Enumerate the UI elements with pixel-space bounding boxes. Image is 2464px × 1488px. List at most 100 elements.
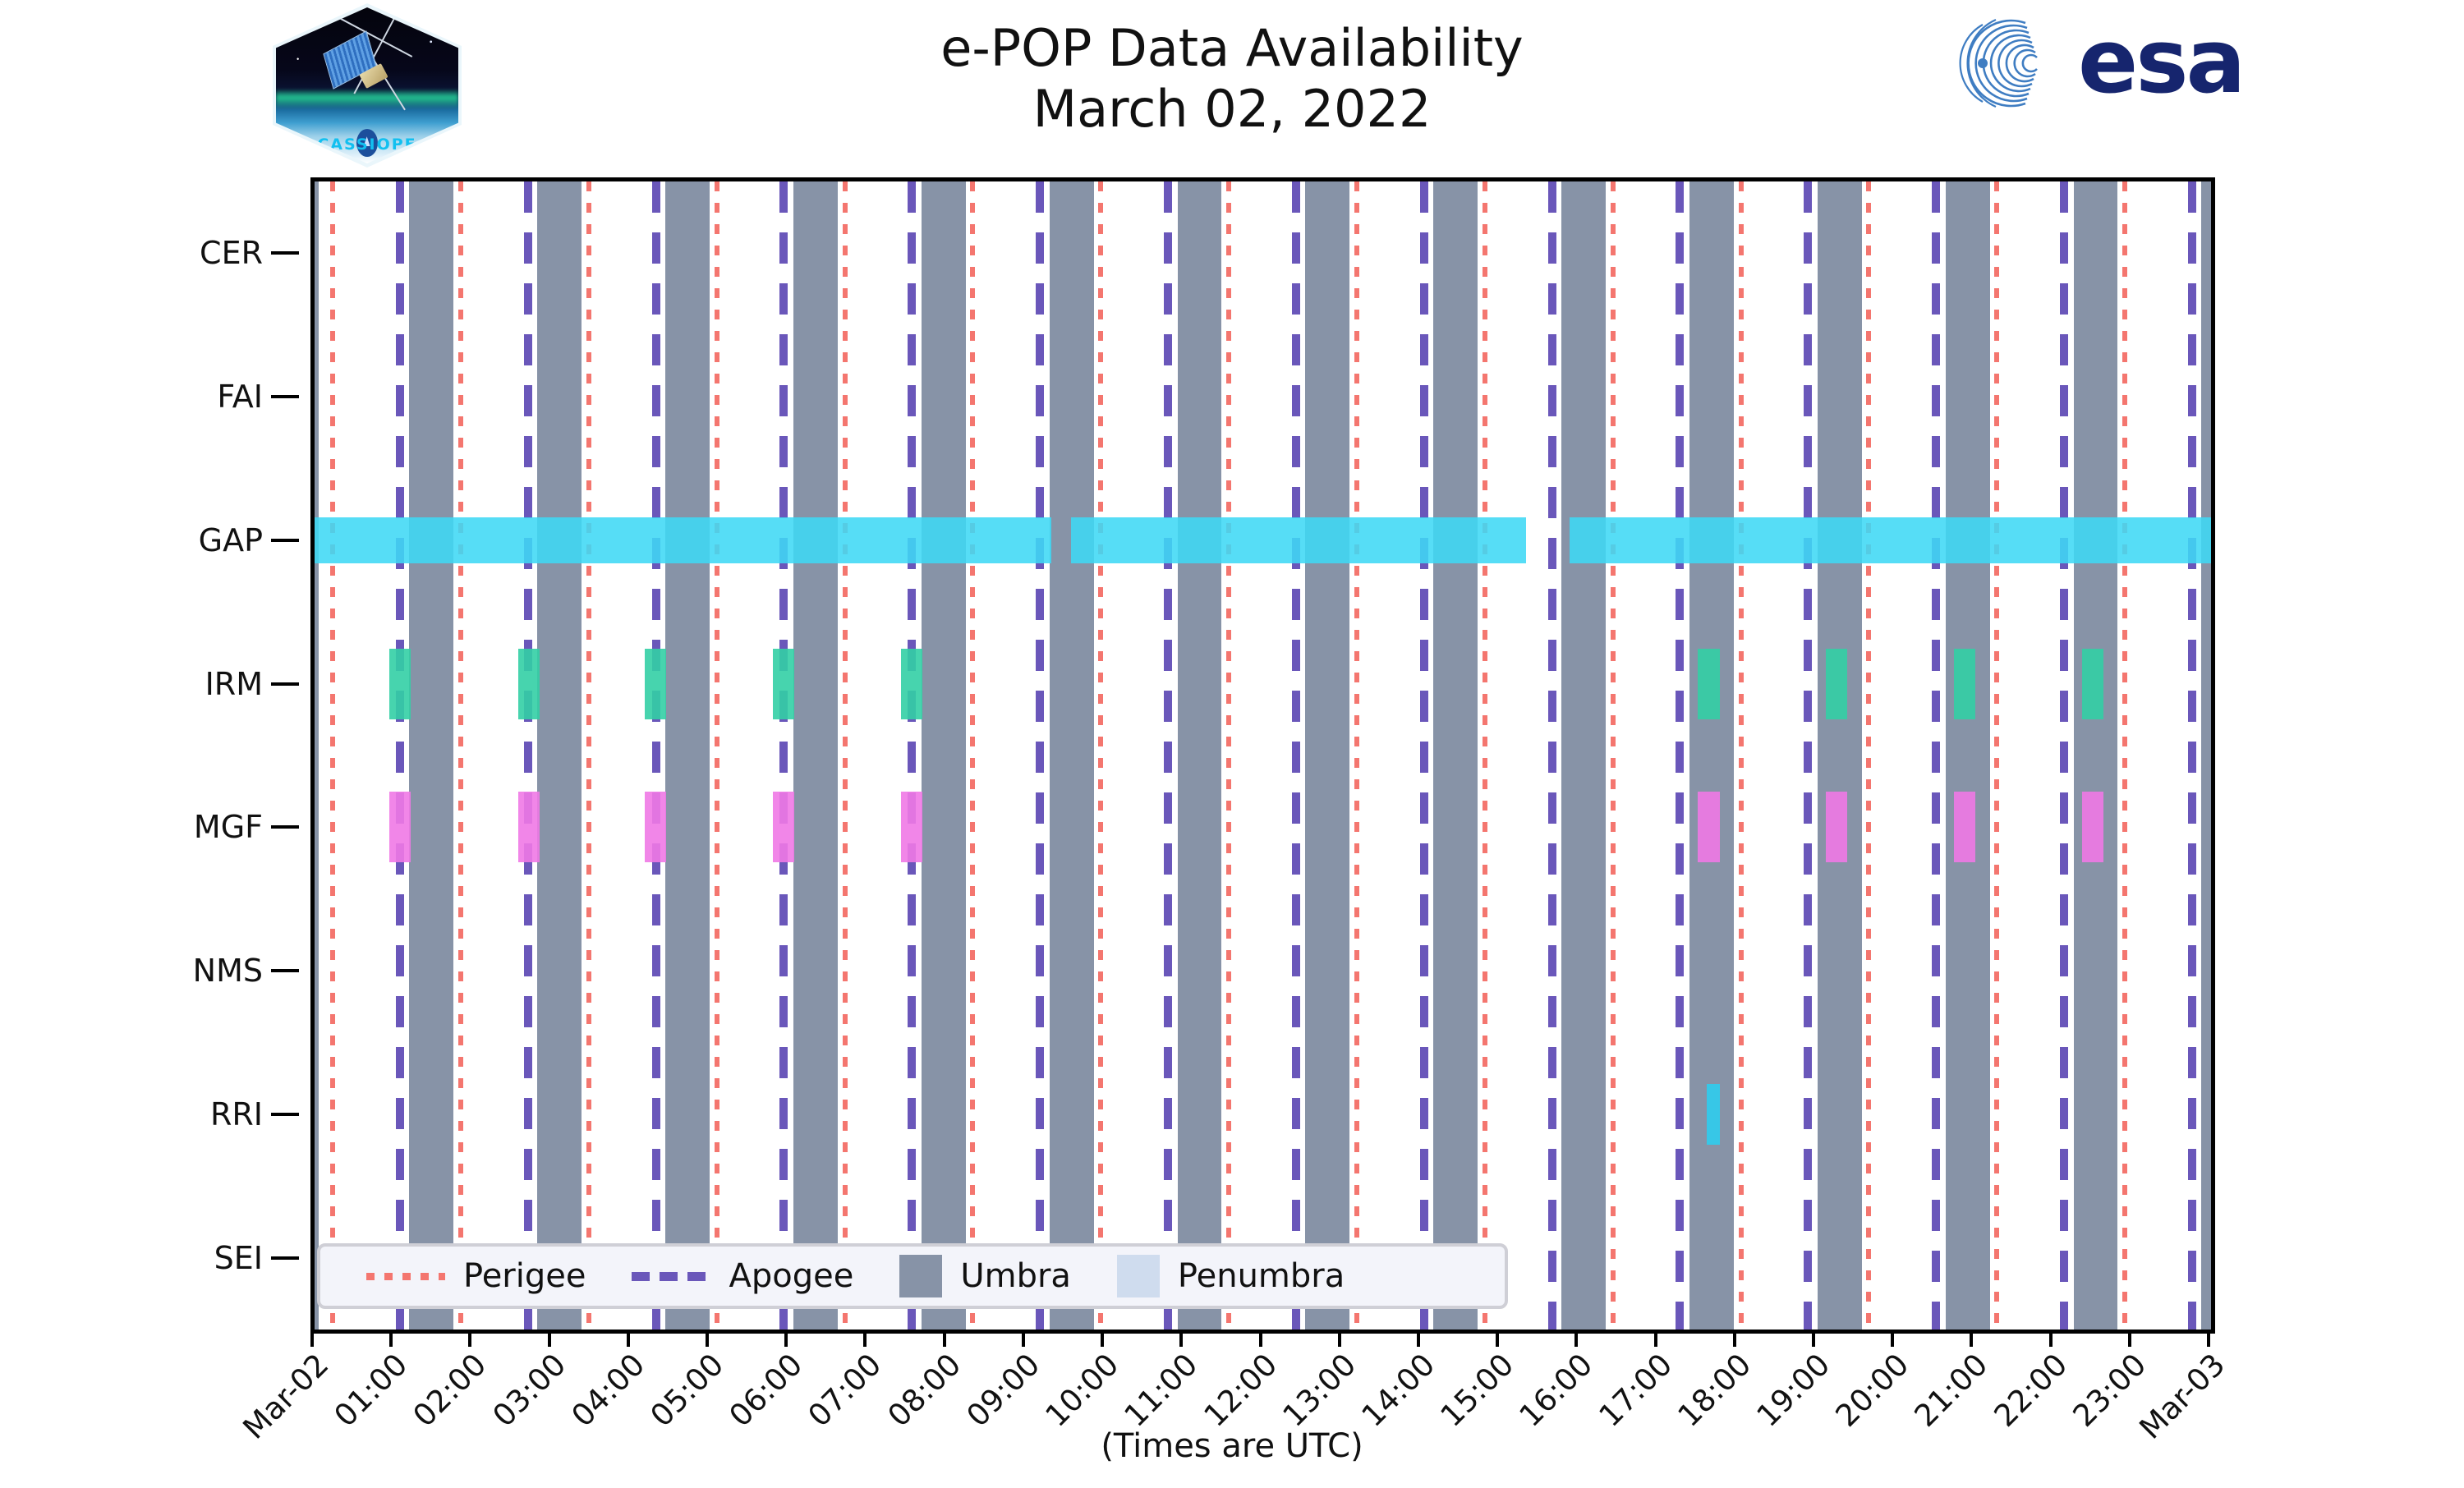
- legend-item-umbra[interactable]: Umbra: [899, 1255, 1071, 1297]
- perigee-line: [330, 181, 336, 1330]
- data-bar-gap: [1070, 517, 1526, 563]
- data-bar-mgf: [645, 792, 667, 863]
- x-axis-tick: [1258, 1334, 1262, 1347]
- y-axis-label-mgf: MGF: [193, 809, 263, 846]
- x-axis-tick: [1732, 1334, 1736, 1347]
- apogee-line: [1676, 181, 1685, 1330]
- y-axis-label-rri: RRI: [209, 1095, 263, 1132]
- umbra-band: [315, 181, 319, 1330]
- apogee-line: [908, 181, 917, 1330]
- legend-item-apogee[interactable]: Apogee: [632, 1257, 853, 1295]
- legend-item-perigee[interactable]: Perigee: [366, 1257, 586, 1295]
- x-axis-tick: [2127, 1334, 2131, 1347]
- umbra-band: [2073, 181, 2118, 1330]
- data-bar-mgf: [518, 792, 540, 863]
- legend-label: Perigee: [463, 1257, 586, 1295]
- perigee-line: [1226, 181, 1232, 1330]
- data-bar-mgf: [1697, 792, 1720, 863]
- cassiope-logo-text: CASSIOPE: [317, 135, 417, 154]
- x-axis-tick: [1811, 1334, 1815, 1347]
- umbra-band: [1945, 181, 1990, 1330]
- perigee-line: [586, 181, 591, 1330]
- data-bar-irm: [389, 648, 411, 719]
- umbra-band: [1433, 181, 1478, 1330]
- perigee-line: [2122, 181, 2128, 1330]
- perigee-line: [714, 181, 719, 1330]
- perigee-line: [842, 181, 848, 1330]
- y-axis-tick: [271, 395, 299, 399]
- y-axis: CER FAI GAP IRM MGF NMS RRI SEI: [0, 177, 306, 1334]
- legend-label: Apogee: [729, 1257, 854, 1295]
- data-bar-gap: [1569, 517, 2211, 563]
- perigee-line: [1866, 181, 1872, 1330]
- apogee-line: [2187, 181, 2196, 1330]
- perigee-line-icon: [366, 1272, 445, 1280]
- data-bar-mgf: [2082, 792, 2104, 863]
- y-axis-label-cer: CER: [200, 235, 263, 272]
- data-bar-rri: [1707, 1083, 1720, 1145]
- esa-logo-text: esa: [2078, 11, 2246, 113]
- perigee-line: [970, 181, 976, 1330]
- aurora-band: [276, 88, 458, 109]
- data-bar-irm: [1825, 648, 1848, 719]
- esa-agency-logo: esa: [1947, 15, 2308, 113]
- x-axis-tick: [1653, 1334, 1657, 1347]
- apogee-line: [1036, 181, 1045, 1330]
- apogee-line: [1932, 181, 1941, 1330]
- x-axis-tick: [1337, 1334, 1341, 1347]
- x-axis-tick: [1574, 1334, 1579, 1347]
- y-axis-tick: [271, 825, 299, 829]
- chart-legend[interactable]: Perigee Apogee Umbra Penumbra: [317, 1243, 1508, 1309]
- data-bar-mgf: [1954, 792, 1976, 863]
- apogee-line: [395, 181, 404, 1330]
- data-bar-irm: [645, 648, 667, 719]
- umbra-band: [793, 181, 838, 1330]
- y-axis-label-sei: SEI: [214, 1239, 263, 1276]
- x-axis-ticks: [310, 1334, 2215, 1347]
- legend-item-penumbra[interactable]: Penumbra: [1116, 1255, 1345, 1297]
- x-axis-tick: [1021, 1334, 1025, 1347]
- data-bar-irm: [1954, 648, 1976, 719]
- timeline-plot: [310, 177, 2215, 1334]
- umbra-band: [1561, 181, 1607, 1330]
- title-line-1: e-POP Data Availability: [940, 18, 1524, 78]
- y-axis-label-fai: FAI: [217, 379, 263, 416]
- x-axis-tick: [942, 1334, 946, 1347]
- y-axis-tick: [271, 682, 299, 686]
- x-axis-tick: [1891, 1334, 1895, 1347]
- y-axis-tick: [271, 1112, 299, 1116]
- y-axis-tick: [271, 538, 299, 542]
- x-axis-tick: [784, 1334, 788, 1347]
- x-axis-tick: [863, 1334, 867, 1347]
- data-bar-irm: [1697, 648, 1720, 719]
- agency-badge-icon: [356, 129, 378, 158]
- data-bar-mgf: [389, 792, 411, 863]
- umbra-swatch-icon: [899, 1255, 943, 1297]
- data-bar-irm: [773, 648, 794, 719]
- perigee-line: [457, 181, 463, 1330]
- x-axis-tick: [310, 1334, 314, 1347]
- umbra-band: [665, 181, 710, 1330]
- x-axis-tick: [1101, 1334, 1105, 1347]
- data-bar-mgf: [1825, 792, 1848, 863]
- apogee-line: [523, 181, 532, 1330]
- apogee-line: [1164, 181, 1173, 1330]
- legend-label: Umbra: [960, 1257, 1071, 1295]
- perigee-line: [1354, 181, 1359, 1330]
- x-axis-tick: [706, 1334, 710, 1347]
- y-axis-tick: [271, 251, 299, 255]
- y-axis-label-irm: IRM: [205, 665, 263, 702]
- umbra-band: [1689, 181, 1734, 1330]
- umbra-band: [409, 181, 454, 1330]
- apogee-line: [1291, 181, 1300, 1330]
- x-axis-tick: [468, 1334, 472, 1347]
- data-bar-irm: [518, 648, 540, 719]
- umbra-band: [537, 181, 582, 1330]
- perigee-line: [1098, 181, 1104, 1330]
- umbra-band: [921, 181, 966, 1330]
- umbra-band: [2201, 181, 2211, 1330]
- perigee-line: [1610, 181, 1616, 1330]
- data-bar-irm: [2082, 648, 2104, 719]
- umbra-band: [1049, 181, 1094, 1330]
- data-bar-irm: [900, 648, 922, 719]
